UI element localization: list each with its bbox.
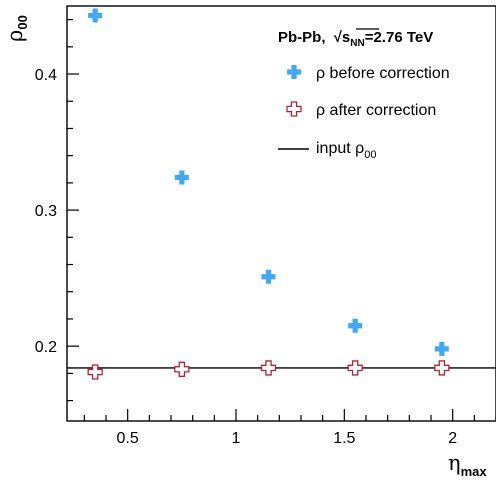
point-after-correction (347, 360, 363, 376)
legend-cross-before (287, 65, 301, 79)
legend: Pb-Pb, √sNN=2.76 TeV ρ before correction… (278, 28, 450, 161)
x-tick-label: 1.5 (333, 430, 355, 447)
point-before-correction (434, 341, 449, 356)
point-before-correction (88, 8, 103, 23)
ticks (67, 19, 496, 421)
point-before-correction (348, 318, 363, 333)
data-marks (87, 8, 450, 380)
legend-marker-before (287, 65, 301, 79)
x-tick-label: 1 (232, 430, 241, 447)
legend-header-sqrt-symbol: √ (334, 29, 343, 46)
legend-label-line: input ρ00 (316, 140, 377, 161)
legend-header: Pb-Pb, √sNN=2.76 TeV (278, 29, 433, 49)
x-tick-label: 0.5 (117, 430, 139, 447)
legend-header-system: Pb-Pb, (278, 29, 326, 46)
legend-header-energy: =2.76 TeV (365, 29, 434, 46)
point-after-correction (174, 361, 190, 377)
legend-marker-after (286, 101, 302, 117)
point-before-correction (174, 170, 189, 185)
plot-frame (66, 5, 496, 422)
legend-header-sqrt-sub: NN (350, 38, 364, 49)
point-before-correction (261, 269, 276, 284)
legend-cross-after (286, 101, 302, 117)
y-tick-label: 0.4 (35, 67, 57, 84)
legend-label-after: ρ after correction (316, 102, 436, 119)
y-tick-label: 0.2 (35, 339, 57, 356)
legend-header-sqrt-var: s (342, 29, 350, 46)
point-after-correction (260, 360, 277, 376)
tick-labels: 0.5 1 1.5 2 0.2 0.3 0.4 (35, 67, 457, 447)
legend-label-before: ρ before correction (316, 65, 450, 82)
x-axis-title: ηmax (448, 451, 487, 479)
y-tick-label: 0.3 (35, 203, 57, 220)
y-axis-title: ρ00 (3, 15, 30, 42)
point-after-correction (87, 364, 103, 380)
axes (66, 5, 496, 422)
x-tick-label: 2 (448, 430, 457, 447)
point-after-correction (434, 360, 450, 376)
